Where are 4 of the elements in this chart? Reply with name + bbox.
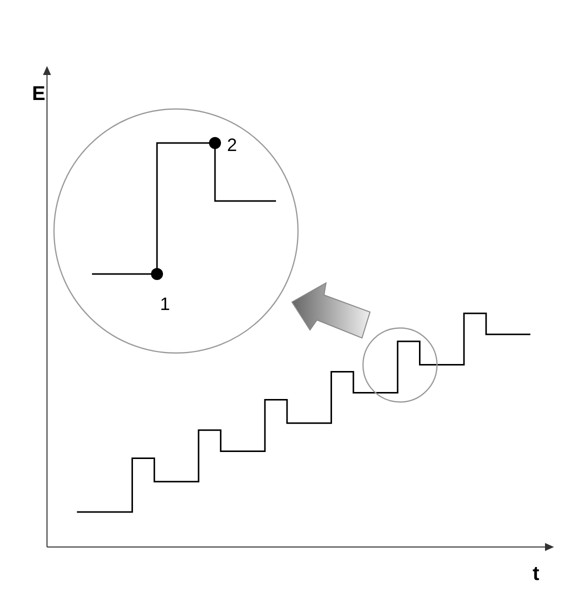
text: E [32, 83, 46, 105]
text: 2 [226, 135, 238, 155]
x-axis-title: t [532, 563, 540, 585]
annotation: 1 [160, 294, 170, 314]
